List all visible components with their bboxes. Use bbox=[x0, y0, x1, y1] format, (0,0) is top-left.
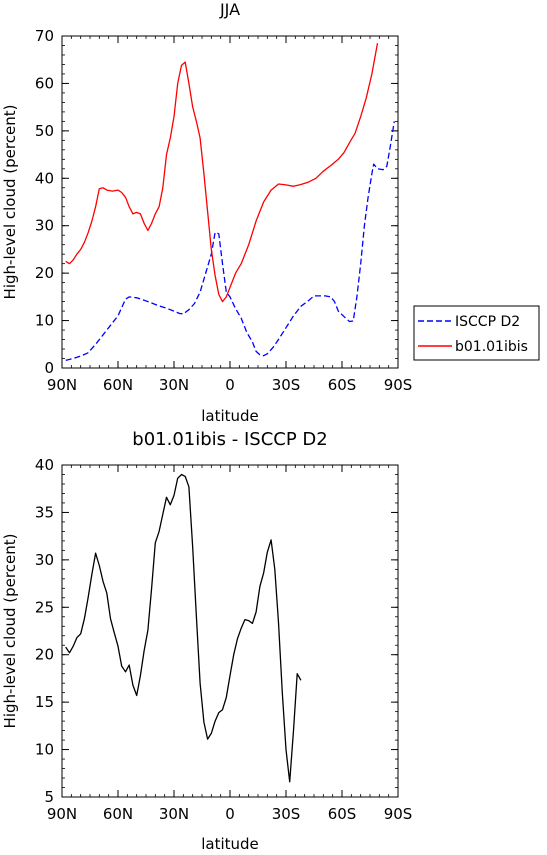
x-tick-label: 0 bbox=[225, 805, 235, 823]
x-tick-label: 30N bbox=[159, 376, 189, 394]
top-y-axis-label: High-level cloud (percent) bbox=[1, 105, 19, 300]
bottom-series-group bbox=[65, 473, 302, 783]
legend-label-b01: b01.01ibis bbox=[455, 339, 528, 355]
bottom-y-axis-label: High-level cloud (percent) bbox=[1, 534, 19, 729]
y-tick-label: 20 bbox=[35, 646, 54, 664]
x-tick-label: 90N bbox=[47, 805, 77, 823]
x-tick-label: 0 bbox=[225, 376, 235, 394]
x-tick-label: 30N bbox=[159, 805, 189, 823]
bottom-chart-title: b01.01ibis - ISCCP D2 bbox=[132, 429, 327, 450]
difference-series-line bbox=[65, 473, 302, 783]
y-tick-label: 50 bbox=[35, 122, 54, 140]
x-tick-label: 30S bbox=[272, 805, 301, 823]
x-tick-label: 90N bbox=[47, 376, 77, 394]
top-plot-frame bbox=[61, 35, 399, 369]
y-tick-label: 35 bbox=[35, 503, 54, 521]
y-tick-label: 40 bbox=[35, 456, 54, 474]
y-tick-label: 15 bbox=[35, 693, 54, 711]
top-x-axis-label: latitude bbox=[201, 407, 259, 425]
series-line-isccp-d2 bbox=[65, 121, 395, 362]
y-tick-label: 30 bbox=[35, 217, 54, 235]
x-tick-label: 60S bbox=[328, 805, 357, 823]
y-tick-label: 10 bbox=[35, 312, 54, 330]
y-tick-label: 40 bbox=[35, 169, 54, 187]
x-tick-label: 30S bbox=[272, 376, 301, 394]
x-tick-label: 60N bbox=[103, 376, 133, 394]
y-tick-label: 70 bbox=[35, 27, 54, 45]
x-tick-label: 60S bbox=[328, 376, 357, 394]
x-tick-label: 60N bbox=[103, 805, 133, 823]
legend-label-isccp: ISCCP D2 bbox=[455, 314, 520, 330]
x-tick-label: 90S bbox=[384, 376, 413, 394]
legend-box bbox=[413, 305, 540, 361]
y-tick-label: 30 bbox=[35, 551, 54, 569]
legend: ISCCP D2 b01.01ibis bbox=[413, 305, 540, 361]
top-axis-ticks: 90N 60N 30N 0 30S 60S 90S 0 10 20 30 40 50 60 70 bbox=[35, 27, 412, 394]
y-tick-label: 60 bbox=[35, 74, 54, 92]
y-tick-label: 10 bbox=[35, 741, 54, 759]
y-tick-label: 5 bbox=[44, 788, 54, 806]
series-line-b01-01ibis bbox=[65, 42, 379, 303]
top-series-group bbox=[65, 42, 395, 362]
top-chart-panel: JJA 90N 60N 30N 0 30S 60S 90S 0 10 20 30 40 50 60 70 l… bbox=[1, 0, 540, 425]
bottom-x-axis-label: latitude bbox=[201, 835, 259, 851]
x-tick-label: 90S bbox=[384, 805, 413, 823]
bottom-chart-panel: b01.01ibis - ISCCP D2 90N 60N 30N 0 30S 60S 90… bbox=[1, 429, 412, 853]
y-tick-label: 0 bbox=[44, 359, 54, 377]
bottom-plot-frame bbox=[61, 464, 399, 798]
y-tick-label: 20 bbox=[35, 264, 54, 282]
bottom-axis-ticks: 90N 60N 30N 0 30S 60S 90S 5 10 15 20 25 30 35 40 bbox=[35, 456, 412, 823]
top-chart-title: JJA bbox=[219, 0, 240, 19]
y-tick-label: 25 bbox=[35, 598, 54, 616]
